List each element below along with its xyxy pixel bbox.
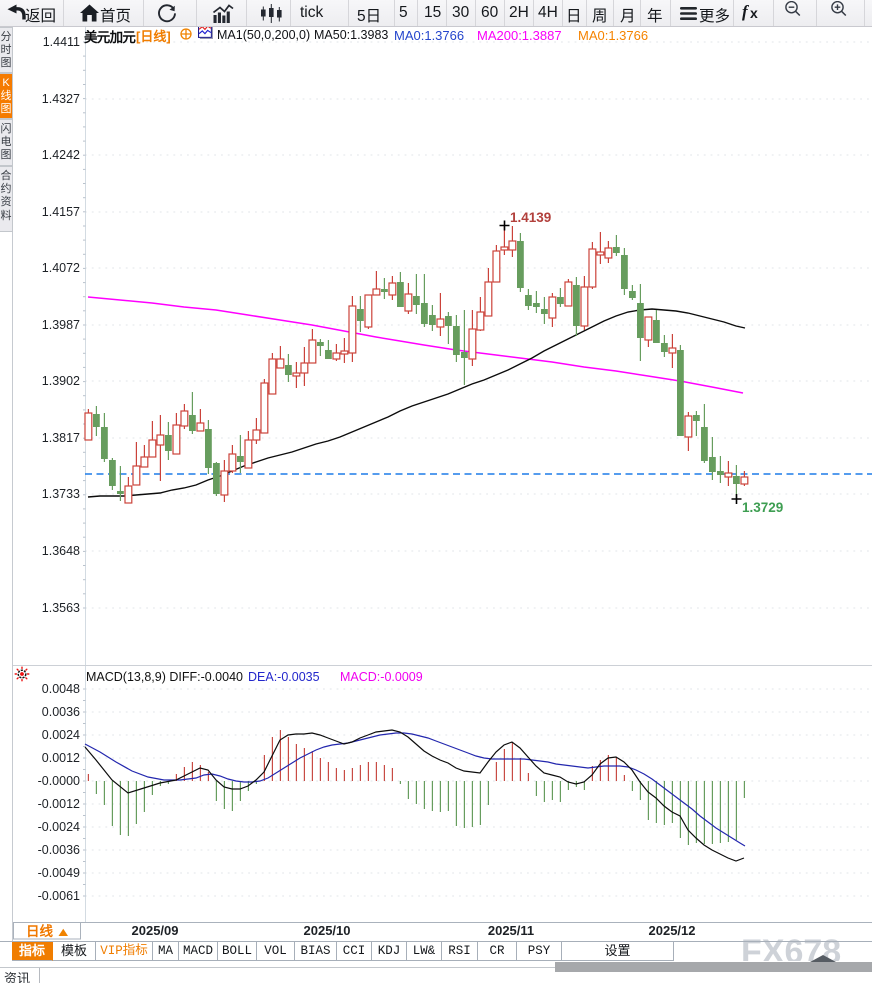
svg-text:1.4242: 1.4242 xyxy=(42,148,80,162)
svg-text:-0.0024: -0.0024 xyxy=(38,820,80,834)
svg-text:MACD(13,8,9) DIFF:-0.0040: MACD(13,8,9) DIFF:-0.0040 xyxy=(86,670,243,684)
svg-text:1.4411: 1.4411 xyxy=(43,35,80,49)
svg-text:MACD:-0.0009: MACD:-0.0009 xyxy=(340,670,423,684)
svg-text:日线: 日线 xyxy=(26,923,53,939)
svg-text:0.0024: 0.0024 xyxy=(42,728,80,742)
svg-text:1.4157: 1.4157 xyxy=(42,205,80,219)
svg-text:1.4139: 1.4139 xyxy=(510,210,551,225)
svg-text:1.3987: 1.3987 xyxy=(42,318,80,332)
svg-text:1.3563: 1.3563 xyxy=(42,601,80,615)
svg-text:1.3902: 1.3902 xyxy=(42,374,80,388)
svg-text:0.0036: 0.0036 xyxy=(42,705,80,719)
svg-text:2025/09: 2025/09 xyxy=(132,923,179,938)
svg-text:-0.0012: -0.0012 xyxy=(38,797,80,811)
svg-text:-0.0000: -0.0000 xyxy=(38,774,80,788)
svg-text:1.4327: 1.4327 xyxy=(42,92,80,106)
svg-text:1.3817: 1.3817 xyxy=(42,431,80,445)
svg-text:2025/11: 2025/11 xyxy=(488,923,534,938)
svg-text:-0.0061: -0.0061 xyxy=(38,889,80,903)
svg-text:0.0012: 0.0012 xyxy=(42,751,80,765)
svg-text:1.3648: 1.3648 xyxy=(42,544,80,558)
svg-text:DEA:-0.0035: DEA:-0.0035 xyxy=(248,670,320,684)
svg-text:2025/10: 2025/10 xyxy=(304,923,351,938)
svg-text:-0.0049: -0.0049 xyxy=(38,866,80,880)
svg-text:1.3729: 1.3729 xyxy=(742,500,783,515)
svg-text:2025/12: 2025/12 xyxy=(649,923,696,938)
svg-text:1.4072: 1.4072 xyxy=(42,261,80,275)
svg-text:-0.0036: -0.0036 xyxy=(38,843,80,857)
svg-text:0.0048: 0.0048 xyxy=(42,682,80,696)
svg-text:1.3733: 1.3733 xyxy=(42,487,80,501)
